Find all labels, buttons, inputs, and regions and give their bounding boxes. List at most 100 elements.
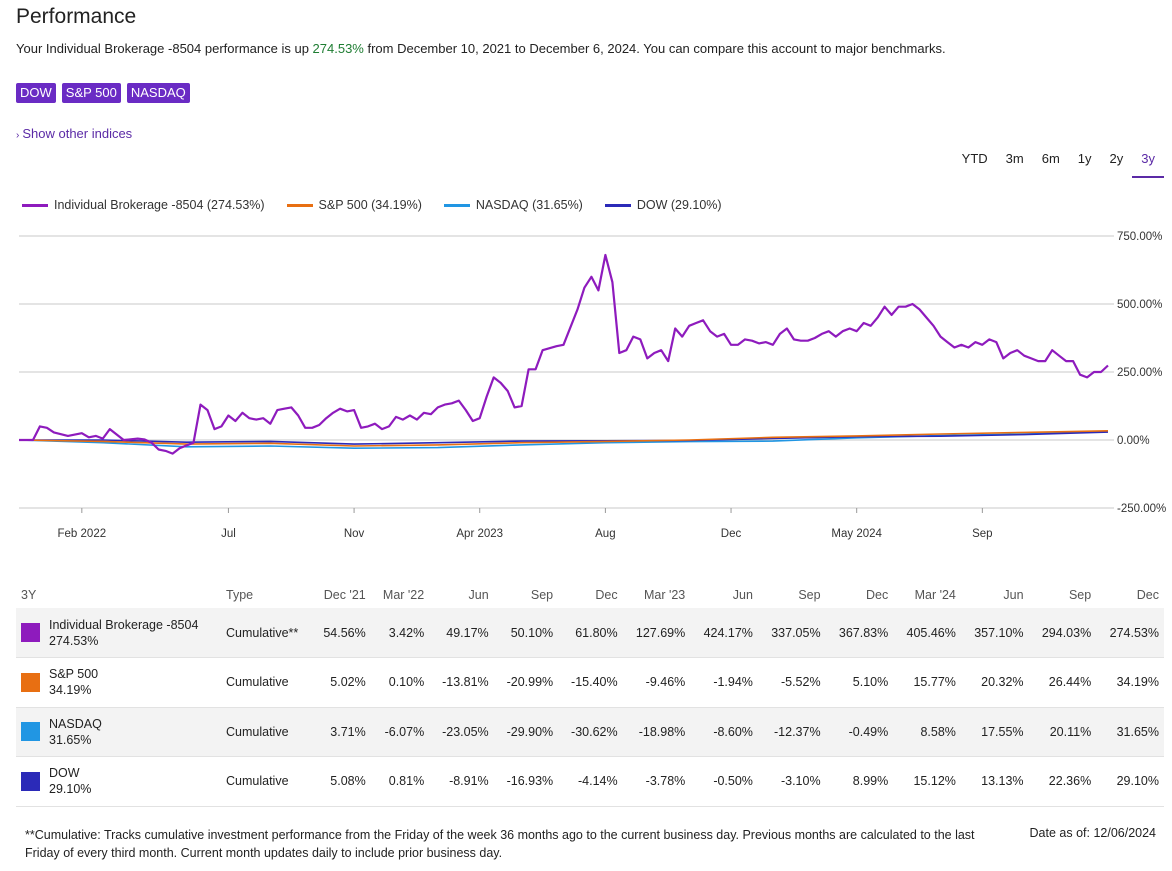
legend-label-account: Individual Brokerage -8504 (274.53%): [54, 198, 265, 212]
chip-sp500[interactable]: S&P 500: [61, 83, 121, 103]
series-color-square: [21, 722, 40, 742]
header-col: Dec '21: [323, 588, 366, 602]
value-cell: -3.10%: [757, 756, 826, 807]
value-cell: -29.90%: [493, 707, 559, 757]
value-cell: 405.46%: [893, 608, 961, 658]
period-6m[interactable]: 6m: [1041, 151, 1060, 166]
series-total: 31.65%: [49, 732, 92, 747]
value-cell: 31.65%: [1096, 707, 1164, 757]
value-cell: 34.19%: [1096, 657, 1164, 708]
legend-item-nasdaq[interactable]: NASDAQ (31.65%): [443, 198, 583, 212]
table-header-row: 3Y Type Dec '21 Mar '22 Jun Sep Dec Mar …: [16, 582, 1164, 608]
value-cell: -4.14%: [558, 756, 623, 807]
period-2y[interactable]: 2y: [1109, 151, 1124, 166]
legend-item-account[interactable]: Individual Brokerage -8504 (274.53%): [22, 198, 265, 212]
type-cell: Cumulative**: [221, 608, 311, 658]
series-line-dow: [19, 431, 1109, 445]
value-cell: 50.10%: [493, 608, 559, 658]
y-tick-label: 500.00%: [1117, 299, 1162, 311]
value-cell: -0.49%: [825, 707, 894, 757]
value-cell: 337.05%: [757, 608, 826, 658]
value-cell: 127.69%: [622, 608, 691, 658]
value-cell: -6.07%: [370, 707, 430, 757]
header-col: Jun: [1003, 588, 1024, 602]
period-3y[interactable]: 3y: [1132, 148, 1164, 178]
value-cell: 29.10%: [1096, 756, 1164, 807]
series-cell: NASDAQ 31.65%: [16, 707, 221, 757]
value-cell: -8.60%: [690, 707, 758, 757]
period-3m[interactable]: 3m: [1005, 151, 1024, 166]
table-row: DOW 29.10% Cumulative 5.08% 0.81% -8.91% -16.9…: [16, 756, 1164, 807]
value-cell: 3.42%: [370, 608, 430, 658]
summary-prefix: Your Individual Brokerage -8504 performa…: [16, 41, 313, 56]
benchmark-chips: DOW S&P 500 NASDAQ: [16, 83, 190, 103]
table-row: NASDAQ 31.65% Cumulative 3.71% -6.07% -23.05%…: [16, 707, 1164, 757]
value-cell: 49.17%: [429, 608, 494, 658]
value-cell: -9.46%: [622, 657, 691, 708]
table-row: Individual Brokerage -8504 274.53% Cumulat…: [16, 608, 1164, 658]
value-cell: 20.11%: [1028, 707, 1097, 757]
series-line-sp500: [18, 430, 1109, 447]
legend-item-sp500[interactable]: S&P 500 (34.19%): [286, 198, 422, 212]
y-tick-label: -250.00%: [1117, 503, 1166, 515]
chart-legend: Individual Brokerage -8504 (274.53%) S&P…: [22, 198, 722, 212]
show-other-indices-link[interactable]: › Show other indices: [16, 126, 132, 141]
period-selector: YTD 3m 6m 1y 2y 3y: [953, 148, 1164, 178]
header-col: Sep: [530, 588, 554, 602]
value-cell: 0.10%: [370, 657, 430, 708]
value-cell: -20.99%: [493, 657, 559, 708]
header-col: Mar '22: [382, 588, 425, 602]
series-cell: S&P 500 34.19%: [16, 657, 221, 708]
header-col: Jun: [468, 588, 489, 602]
y-tick-label: 250.00%: [1117, 367, 1162, 379]
series-name: DOW: [49, 766, 80, 781]
value-cell: -8.91%: [429, 756, 494, 807]
value-cell: 0.81%: [370, 756, 430, 807]
period-ytd[interactable]: YTD: [961, 151, 988, 166]
summary-suffix: from December 10, 2021 to December 6, 20…: [363, 41, 946, 56]
date-as-of: Date as of: 12/06/2024: [1029, 826, 1156, 840]
value-cell: 20.32%: [960, 657, 1029, 708]
legend-label-sp500: S&P 500 (34.19%): [318, 198, 422, 212]
legend-label-dow: DOW (29.10%): [636, 198, 722, 212]
x-tick-label: Feb 2022: [58, 528, 107, 540]
value-cell: -13.81%: [429, 657, 494, 708]
chip-nasdaq[interactable]: NASDAQ: [126, 83, 190, 103]
performance-summary: Your Individual Brokerage -8504 performa…: [16, 41, 946, 56]
chip-dow[interactable]: DOW: [16, 83, 56, 103]
legend-label-nasdaq: NASDAQ (31.65%): [475, 198, 583, 212]
legend-swatch-account: [22, 203, 48, 207]
value-cell: 357.10%: [960, 608, 1029, 658]
value-cell: -16.93%: [493, 756, 559, 807]
legend-swatch-nasdaq: [443, 203, 470, 207]
value-cell: -1.94%: [690, 657, 758, 708]
value-cell: 3.71%: [311, 707, 371, 757]
header-col: Dec: [1136, 588, 1159, 602]
chevron-right-icon: ›: [16, 130, 20, 141]
value-cell: 26.44%: [1028, 657, 1097, 708]
value-cell: 274.53%: [1096, 608, 1164, 658]
series-total: 34.19%: [49, 683, 92, 698]
value-cell: 13.13%: [960, 756, 1029, 807]
x-tick-label: Dec: [721, 528, 742, 540]
series-name: Individual Brokerage -8504: [49, 617, 199, 632]
table-row: S&P 500 34.19% Cumulative 5.02% 0.10% -13.81%…: [16, 657, 1164, 708]
legend-item-dow[interactable]: DOW (29.10%): [604, 198, 722, 212]
type-cell: Cumulative: [221, 657, 311, 708]
header-col: Sep: [798, 588, 821, 602]
show-other-label: Show other indices: [22, 126, 133, 141]
value-cell: 8.99%: [825, 756, 894, 807]
series-color-square: [21, 771, 40, 791]
header-col: Sep: [1068, 588, 1092, 602]
period-1y[interactable]: 1y: [1077, 151, 1092, 166]
value-cell: 424.17%: [690, 608, 758, 658]
legend-swatch-sp500: [286, 203, 313, 207]
series-cell: Individual Brokerage -8504 274.53%: [16, 608, 221, 658]
value-cell: -15.40%: [558, 657, 623, 708]
value-cell: -12.37%: [757, 707, 826, 757]
x-tick-label: Jul: [221, 528, 236, 540]
value-cell: -18.98%: [622, 707, 691, 757]
x-tick-label: May 2024: [831, 528, 882, 540]
y-tick-label: 750.00%: [1117, 231, 1162, 243]
header-col: Dec: [595, 588, 618, 602]
